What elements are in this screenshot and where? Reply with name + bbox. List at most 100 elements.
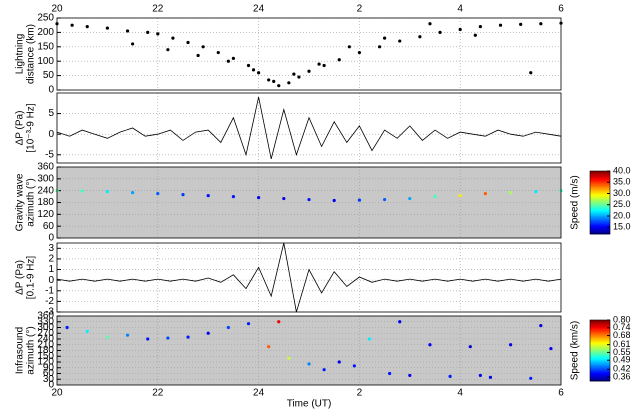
colorbar-step [590, 199, 610, 202]
point [388, 371, 392, 376]
colorbar-step [590, 378, 610, 381]
point [488, 375, 493, 379]
point [226, 59, 230, 63]
point [156, 192, 160, 196]
point [539, 22, 543, 26]
y-tick-label: 240 [37, 334, 54, 345]
point [272, 79, 276, 83]
colorbar-tick-label: 0.55 [613, 347, 631, 357]
colorbar-step [590, 332, 610, 335]
colorbar-step [590, 215, 610, 218]
x-tick-label: 2 [357, 388, 363, 399]
point [186, 335, 190, 339]
point [428, 343, 432, 347]
y-axis-label: [10⁻³-9 Hz] [26, 103, 37, 152]
y-tick-label: 2 [48, 254, 54, 265]
point [105, 26, 109, 30]
y-tick-label: 240 [37, 185, 54, 196]
colorbar-step [590, 322, 610, 325]
point [549, 346, 553, 351]
colorbar-step [590, 201, 610, 203]
colorbar-tick-label: 40.0 [613, 165, 631, 175]
y-tick-label: 0 [48, 380, 54, 391]
point [307, 69, 311, 73]
point [231, 56, 235, 60]
point [196, 53, 200, 58]
y-tick-label: 0 [48, 233, 54, 244]
point [534, 190, 538, 194]
colorbar-step [590, 202, 610, 205]
x-tick-label: 22 [152, 4, 164, 15]
point [105, 190, 109, 194]
colorbar-step [590, 364, 610, 367]
point [131, 42, 135, 46]
colorbar-step [590, 359, 610, 362]
point [509, 343, 513, 347]
x-tick-label: 24 [253, 388, 265, 399]
y-tick-label: -1 [45, 285, 54, 296]
colorbar-step [590, 323, 610, 326]
colorbar-step [590, 232, 610, 235]
colorbar-step [590, 327, 610, 330]
plot-area [57, 18, 561, 90]
point [428, 22, 432, 26]
colorbar-step [590, 205, 610, 207]
point [317, 62, 321, 66]
y-tick-label: 250 [37, 13, 54, 24]
point [529, 376, 533, 380]
colorbar-step [590, 211, 610, 214]
point [277, 84, 281, 88]
point [498, 23, 503, 27]
point [181, 193, 185, 197]
point [257, 195, 261, 200]
point [408, 196, 412, 201]
colorbar-step [590, 172, 610, 175]
colorbar-step [590, 222, 610, 224]
point [418, 35, 422, 39]
plot-area [57, 243, 561, 312]
point [483, 192, 487, 196]
colorbar-tick-label: 0.61 [613, 339, 631, 349]
point [473, 33, 477, 37]
y-tick-label: 0 [48, 275, 54, 286]
colorbar-step [590, 346, 610, 349]
colorbar-step [590, 231, 610, 234]
colorbar-step [590, 210, 610, 213]
colorbar-step [590, 351, 610, 354]
point [352, 364, 356, 368]
y-tick-label: 30 [43, 374, 55, 385]
point [529, 71, 533, 75]
colorbar-step [590, 337, 610, 340]
point [171, 36, 175, 40]
point [231, 194, 235, 199]
point [206, 331, 210, 335]
point [539, 323, 543, 328]
point [226, 325, 230, 330]
point [478, 25, 482, 29]
y-axis-label: [0.1-9 Hz] [26, 256, 37, 300]
point [377, 45, 382, 49]
plot-frame [56, 92, 562, 164]
point [70, 23, 74, 27]
colorbar-step [590, 350, 610, 353]
point [458, 27, 462, 32]
colorbar-step [590, 374, 610, 377]
y-tick-label: -2 [45, 296, 54, 307]
colorbar-step [590, 377, 610, 379]
colorbar-frame [589, 319, 611, 382]
colorbar-step [590, 178, 610, 181]
y-tick-label: -3 [45, 307, 54, 318]
y-tick-label: 60 [43, 368, 55, 379]
y-tick-label: 360 [37, 162, 54, 173]
colorbar-step [590, 206, 610, 209]
point [519, 22, 523, 26]
colorbar-step [590, 219, 610, 222]
colorbar-step [590, 372, 610, 374]
colorbar-step [590, 173, 610, 176]
colorbar-step [590, 320, 610, 322]
point [307, 197, 311, 202]
colorbar-step [590, 198, 610, 201]
colorbar-step [590, 203, 610, 206]
point [448, 374, 452, 378]
point [267, 345, 271, 349]
